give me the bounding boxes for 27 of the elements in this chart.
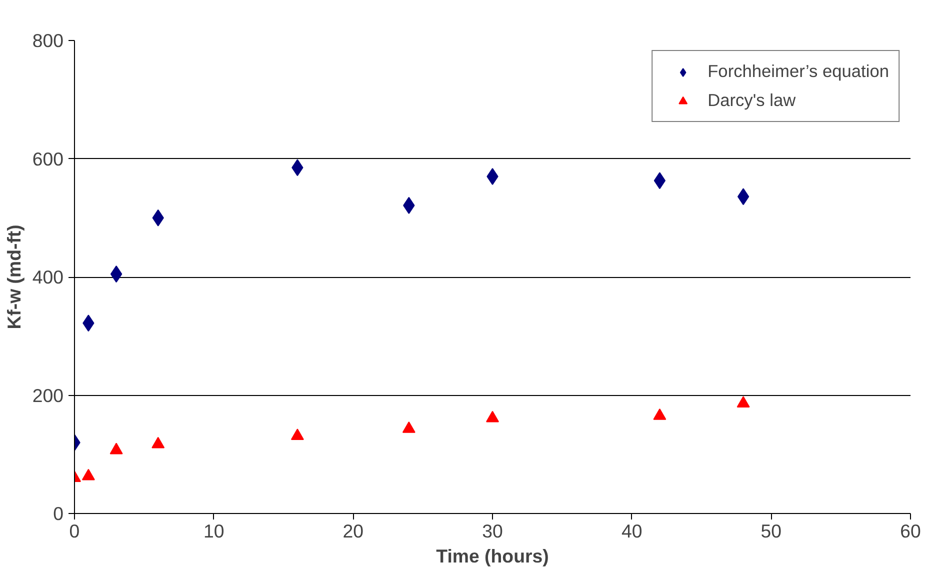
point	[290, 428, 304, 440]
point	[654, 172, 666, 190]
y-tick-label: 200	[32, 384, 64, 406]
x-tick-label: 10	[203, 520, 224, 542]
x-tick-label: 30	[482, 520, 503, 542]
point	[82, 468, 95, 480]
y-tick-label: 800	[32, 30, 64, 51]
x-tick-label: 60	[900, 520, 921, 542]
x-tick-label: 40	[621, 520, 642, 542]
point	[110, 442, 123, 454]
x-tick-label: 50	[760, 520, 782, 542]
y-tick-label: 0	[53, 503, 64, 524]
point	[736, 396, 750, 408]
point	[152, 436, 165, 448]
point	[110, 266, 122, 283]
point	[486, 410, 499, 422]
y-tick-label: 600	[32, 148, 64, 170]
point	[402, 422, 416, 433]
point	[737, 188, 750, 206]
y-tick-label: 400	[32, 266, 64, 288]
point	[653, 408, 666, 420]
x-tick-label: 0	[69, 520, 80, 542]
y-axis-title: Kf-w (md-ft)	[3, 224, 24, 330]
legend-label: Darcy's law	[708, 90, 796, 111]
legend-label: Forchheimer’s equation	[708, 61, 889, 82]
x-axis-title: Time (hours)	[436, 546, 549, 566]
x-tick-label: 20	[342, 520, 364, 542]
